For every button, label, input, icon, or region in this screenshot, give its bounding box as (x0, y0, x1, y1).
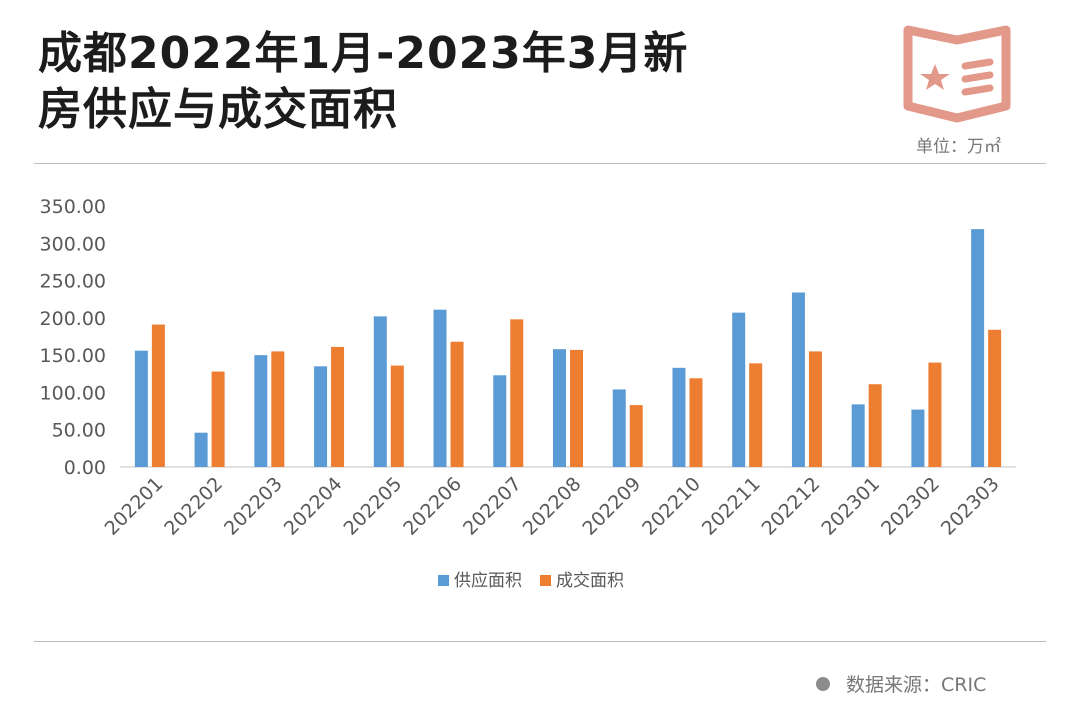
divider-top (34, 163, 1046, 164)
y-tick-label: 350.00 (40, 196, 106, 218)
bar-supply (134, 350, 148, 467)
bar-deal (331, 346, 345, 467)
y-tick-label: 250.00 (40, 271, 106, 293)
bar-deal (570, 349, 583, 467)
y-tick-label: 200.00 (40, 308, 106, 330)
bar-supply (493, 375, 507, 467)
legend-label-supply: 供应面积 (454, 571, 522, 591)
y-tick-label: 0.00 (64, 457, 106, 479)
divider-bottom (34, 641, 1046, 642)
bar-deal (689, 378, 703, 467)
x-tick-label: 202211 (698, 473, 765, 540)
x-tick-label: 202212 (758, 473, 825, 540)
x-tick-label: 202205 (339, 473, 406, 540)
x-tick-label: 202302 (877, 473, 944, 540)
source-note: 数据来源：CRIC (816, 670, 986, 697)
bar-deal (868, 384, 882, 467)
bar-supply (254, 355, 268, 467)
bar-supply (672, 367, 686, 467)
x-tick-label: 202204 (280, 473, 347, 540)
bar-supply (911, 409, 925, 467)
bar-supply (373, 316, 387, 467)
legend-swatch-supply (438, 575, 449, 586)
bar-chart: 0.00 50.00 100.00 150.00 200.00 250.00 300.00 3… (40, 196, 1016, 591)
bar-supply (791, 292, 805, 467)
bar-supply (553, 349, 566, 467)
bar-supply (851, 404, 865, 467)
x-tick-label: 202206 (399, 473, 466, 540)
source-text: 数据来源：CRIC (846, 674, 987, 696)
dot-icon (816, 676, 830, 691)
bar-deal (271, 351, 285, 467)
x-tick-label: 202201 (101, 473, 168, 540)
bar-deal (151, 324, 165, 467)
title-line-1: 成都2022年1月-2023年3月新 (38, 28, 689, 79)
bar-supply (612, 389, 626, 467)
x-tick-label: 202202 (160, 473, 227, 540)
legend-swatch-deal (540, 575, 551, 586)
unit-label: 单位：万㎡ (916, 137, 1001, 157)
bar-supply (732, 312, 746, 467)
y-tick-label: 50.00 (52, 420, 106, 442)
x-tick-label: 202303 (937, 473, 1004, 540)
bar-deal (629, 405, 643, 467)
bar-deal (211, 371, 225, 467)
y-tick-label: 150.00 (40, 345, 106, 367)
bar-deal (510, 319, 524, 467)
bar-deal (450, 341, 464, 467)
bar-supply (194, 432, 208, 467)
bar-deal (928, 362, 942, 467)
star-book-icon (903, 25, 1011, 123)
bar-deal (749, 363, 763, 467)
title-line-2: 房供应与成交面积 (38, 84, 398, 135)
x-tick-label: 202301 (817, 473, 884, 540)
x-tick-label: 202207 (459, 473, 526, 540)
bar-deal (808, 351, 822, 467)
x-tick-label: 202210 (638, 473, 705, 540)
legend-label-deal: 成交面积 (556, 571, 624, 591)
x-tick-label: 202209 (578, 473, 645, 540)
bar-supply (314, 366, 328, 467)
page-title: 成都2022年1月-2023年3月新 房供应与成交面积 (38, 26, 688, 138)
y-tick-label: 100.00 (40, 382, 106, 404)
bar-supply (971, 229, 985, 467)
bar-supply (433, 309, 447, 467)
bar-deal (988, 329, 1002, 467)
bar-deal (390, 365, 404, 467)
y-tick-label: 300.00 (40, 233, 106, 255)
x-tick-label: 202208 (519, 473, 586, 540)
x-tick-label: 202203 (220, 473, 287, 540)
